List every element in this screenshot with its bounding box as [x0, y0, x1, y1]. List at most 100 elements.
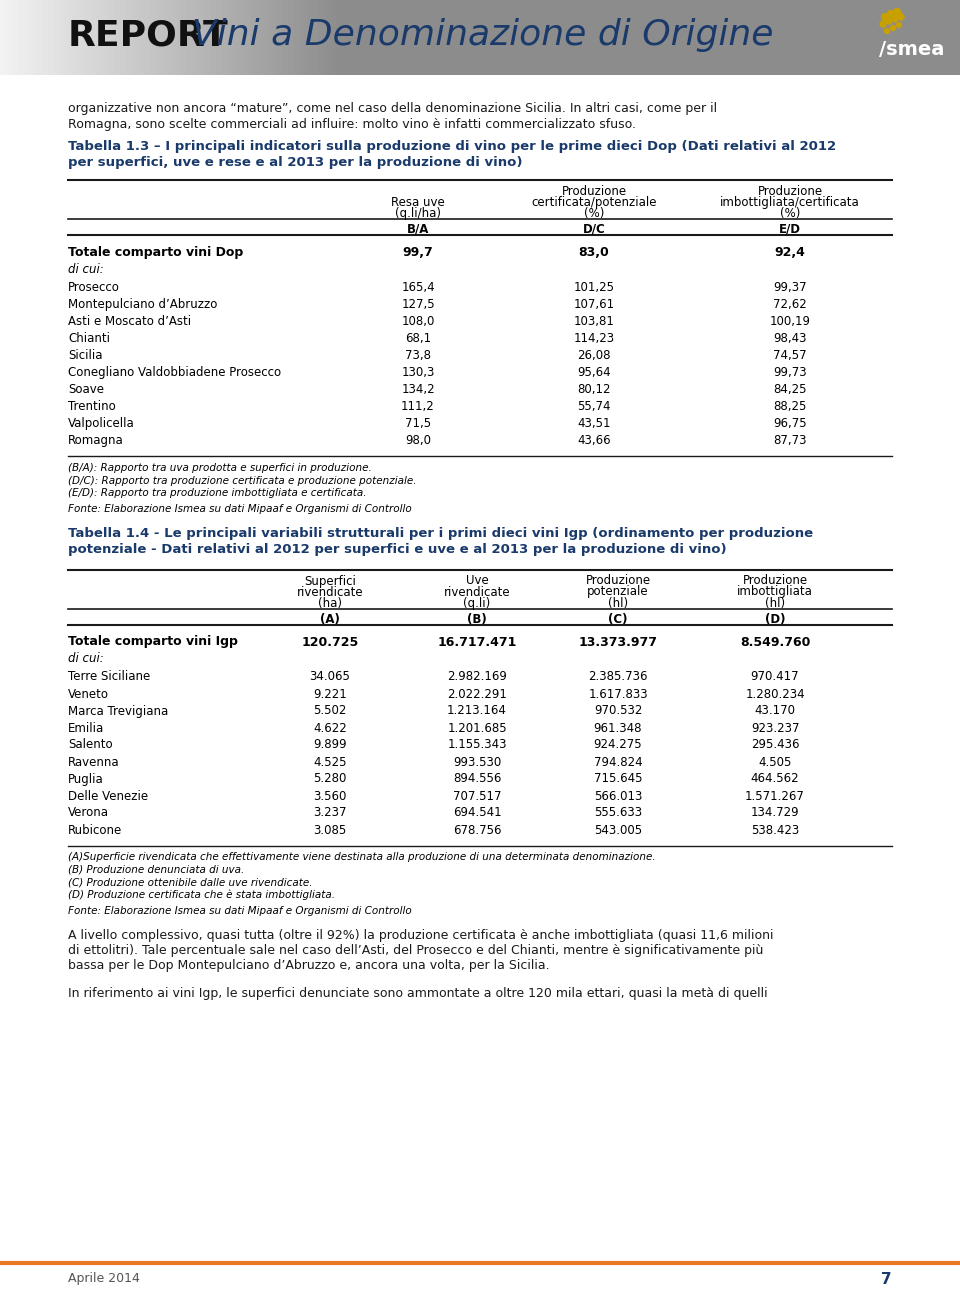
Bar — [144, 0, 150, 75]
Text: 98,43: 98,43 — [773, 333, 806, 345]
Text: 130,3: 130,3 — [401, 366, 435, 379]
Bar — [173, 0, 179, 75]
Bar — [523, 0, 529, 75]
Text: D/C: D/C — [583, 223, 606, 236]
Bar — [456, 0, 462, 75]
Bar — [288, 0, 294, 75]
Bar — [197, 0, 203, 75]
Text: 1.617.833: 1.617.833 — [588, 687, 648, 700]
Bar — [614, 0, 620, 75]
Bar — [370, 0, 375, 75]
Bar — [806, 0, 812, 75]
Bar — [413, 0, 419, 75]
Text: 7: 7 — [881, 1272, 892, 1288]
Text: Verona: Verona — [68, 806, 109, 819]
Bar — [898, 0, 903, 75]
Bar — [605, 0, 611, 75]
Text: 1.571.267: 1.571.267 — [745, 789, 804, 802]
Text: 134.729: 134.729 — [751, 806, 800, 819]
Bar — [106, 0, 111, 75]
Text: Aprile 2014: Aprile 2014 — [68, 1272, 140, 1285]
Bar — [773, 0, 779, 75]
Bar — [869, 0, 875, 75]
Bar — [619, 0, 625, 75]
Circle shape — [886, 18, 892, 25]
Text: 8.549.760: 8.549.760 — [740, 635, 810, 648]
Circle shape — [894, 9, 900, 16]
Text: 96,75: 96,75 — [773, 417, 806, 430]
Text: 43,51: 43,51 — [577, 417, 611, 430]
Bar — [878, 0, 884, 75]
Bar — [888, 0, 894, 75]
Bar — [451, 0, 457, 75]
Bar — [38, 0, 44, 75]
Text: 543.005: 543.005 — [594, 823, 642, 836]
Bar — [67, 0, 73, 75]
Text: (C) Produzione ottenibile dalle uve rivendicate.: (C) Produzione ottenibile dalle uve rive… — [68, 877, 313, 888]
Text: Fonte: Elaborazione Ismea su dati Mipaaf e Organismi di Controllo: Fonte: Elaborazione Ismea su dati Mipaaf… — [68, 505, 412, 515]
Bar — [802, 0, 807, 75]
Text: Prosecco: Prosecco — [68, 281, 120, 294]
Bar — [778, 0, 783, 75]
Text: Terre Siciliane: Terre Siciliane — [68, 670, 151, 683]
Bar — [96, 0, 102, 75]
Bar — [950, 0, 956, 75]
Text: (E/D): Rapporto tra produzione imbottigliata e certificata.: (E/D): Rapporto tra produzione imbottigl… — [68, 488, 367, 498]
Bar — [0, 0, 6, 75]
Text: (q.li/ha): (q.li/ha) — [395, 207, 441, 220]
Bar — [758, 0, 764, 75]
Bar — [682, 0, 687, 75]
Bar — [821, 0, 827, 75]
Bar — [643, 0, 649, 75]
Bar — [202, 0, 207, 75]
Text: 103,81: 103,81 — [573, 314, 614, 327]
Text: 9.899: 9.899 — [313, 739, 347, 752]
Text: 794.824: 794.824 — [593, 756, 642, 769]
Bar — [701, 0, 707, 75]
Text: Produzione: Produzione — [586, 575, 651, 587]
Text: 5.502: 5.502 — [313, 704, 347, 717]
Bar — [754, 0, 759, 75]
Text: Produzione: Produzione — [562, 185, 627, 198]
Bar — [149, 0, 155, 75]
Bar — [816, 0, 822, 75]
Text: Uve: Uve — [466, 575, 489, 587]
Bar — [86, 0, 92, 75]
Bar — [336, 0, 342, 75]
Text: 71,5: 71,5 — [405, 417, 431, 430]
Bar — [110, 0, 116, 75]
Text: 2.982.169: 2.982.169 — [447, 670, 507, 683]
Bar — [442, 0, 447, 75]
Bar — [446, 0, 452, 75]
Circle shape — [884, 28, 890, 34]
Bar — [427, 0, 433, 75]
Bar — [182, 0, 188, 75]
Bar — [72, 0, 78, 75]
Bar — [403, 0, 409, 75]
Bar — [58, 0, 63, 75]
Bar — [590, 0, 596, 75]
Text: 43.170: 43.170 — [755, 704, 796, 717]
Bar — [312, 0, 318, 75]
Bar — [192, 0, 198, 75]
Bar — [648, 0, 654, 75]
Text: 87,73: 87,73 — [773, 433, 806, 446]
Text: (B): (B) — [468, 612, 487, 625]
Bar — [82, 0, 87, 75]
Text: 555.633: 555.633 — [594, 806, 642, 819]
Text: di cui:: di cui: — [68, 652, 104, 665]
Text: 26,08: 26,08 — [577, 349, 611, 362]
Text: 111,2: 111,2 — [401, 400, 435, 413]
Text: potenziale - Dati relativi al 2012 per superfici e uve e al 2013 per la produzio: potenziale - Dati relativi al 2012 per s… — [68, 542, 727, 555]
Bar — [725, 0, 731, 75]
Text: 566.013: 566.013 — [594, 789, 642, 802]
Text: Rubicone: Rubicone — [68, 823, 122, 836]
Bar — [691, 0, 697, 75]
Bar — [206, 0, 212, 75]
Text: 678.756: 678.756 — [453, 823, 501, 836]
Bar — [283, 0, 289, 75]
Bar — [5, 0, 11, 75]
Text: Superfici: Superfici — [304, 575, 356, 587]
Bar — [826, 0, 831, 75]
Text: 92,4: 92,4 — [775, 246, 805, 259]
